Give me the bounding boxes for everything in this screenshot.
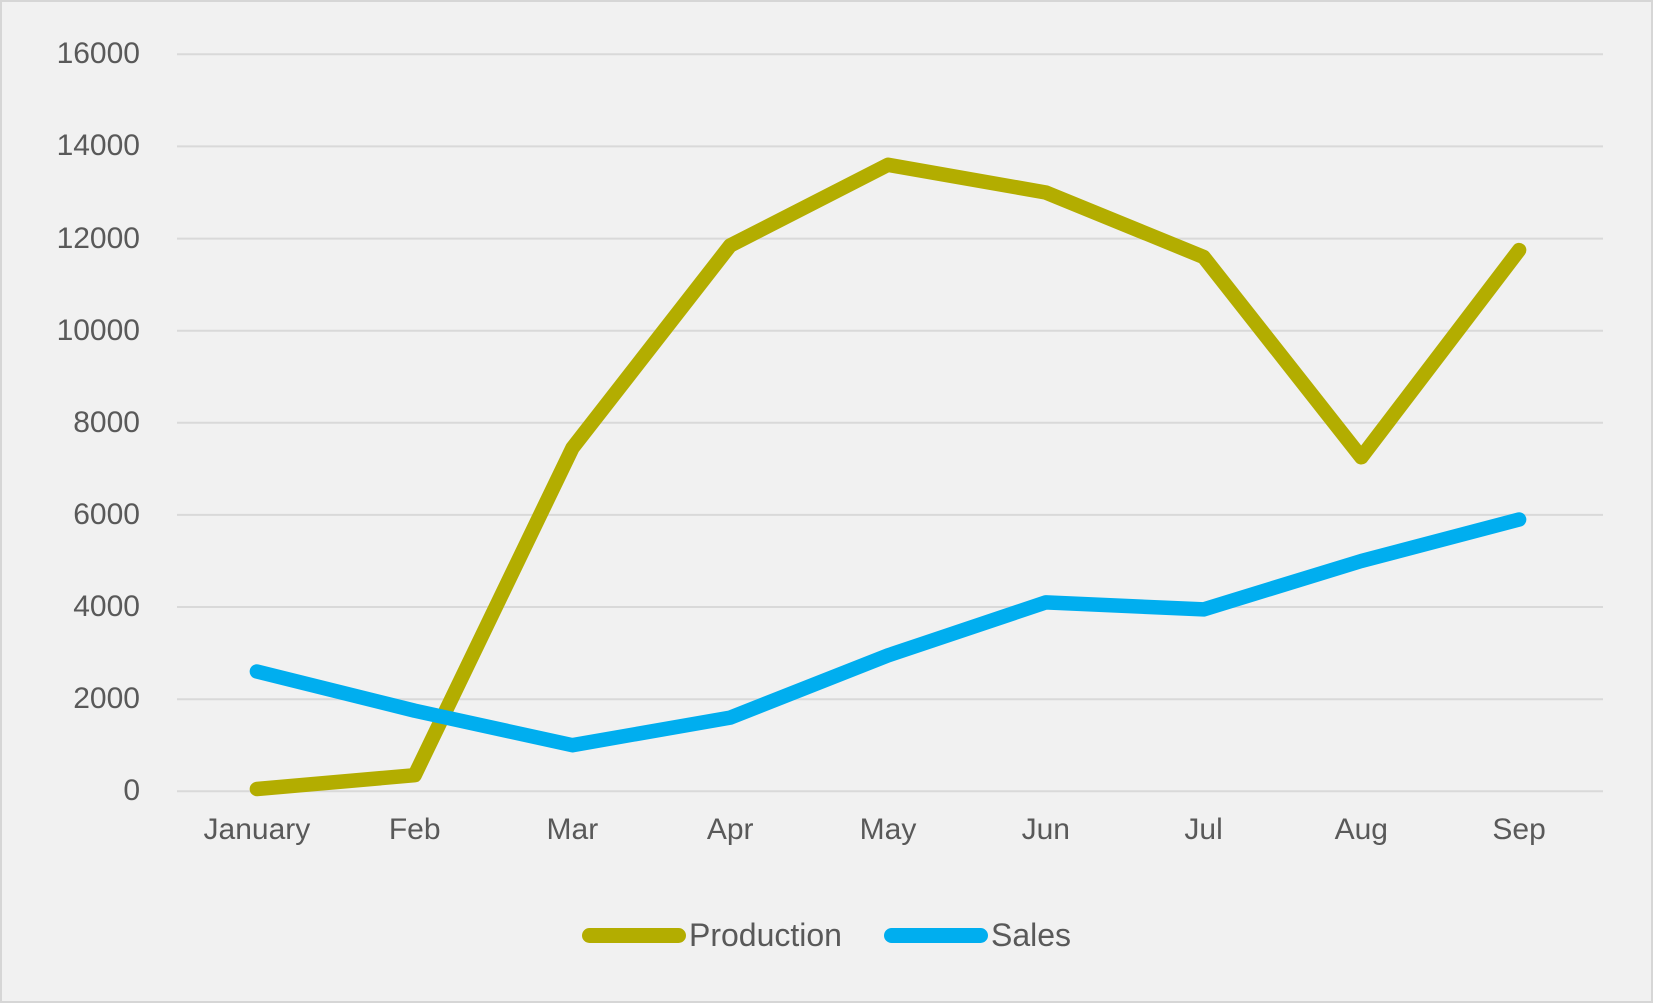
x-axis-category-label-january: January [203,813,311,846]
x-axis-category-label-jul: Jul [1184,813,1223,846]
sales-line [249,512,1527,753]
legend-item-production: Production [581,917,842,953]
y-axis-tick-label-8000: 8000 [73,405,140,439]
y-axis-tick-label-2000: 2000 [73,682,140,716]
y-axis-tick-label-0: 0 [123,774,140,808]
y-axis-tick-label-12000: 12000 [56,221,140,255]
x-axis-category-label-sep: Sep [1492,813,1546,846]
legend-item-sales: Sales [883,917,1072,953]
legend-label-production: Production [688,917,842,953]
sales-line-swatch [883,927,988,943]
x-axis-category-label-apr: Apr [706,813,754,846]
y-axis-tick-label-6000: 6000 [73,497,140,531]
x-axis-category-label-jun: Jun [1021,813,1070,846]
x-axis-category-label-mar: Mar [546,813,599,846]
x-axis-category-label-feb: Feb [388,813,441,846]
production-line [249,157,1527,797]
production-line-swatch [581,927,686,943]
series-lines [249,157,1527,797]
x-axis-category-label-aug: Aug [1334,813,1388,846]
legend-label-sales: Sales [990,917,1072,953]
y-axis-tick-label-4000: 4000 [73,590,140,623]
legend: Production Sales [2,910,1651,960]
x-axis-category-label-may: May [859,813,917,846]
y-axis-tick-label-10000: 10000 [56,313,140,347]
y-axis-tick-label-14000: 14000 [56,129,140,163]
gridlines [177,53,1603,793]
y-axis-tick-label-16000: 16000 [56,37,140,71]
